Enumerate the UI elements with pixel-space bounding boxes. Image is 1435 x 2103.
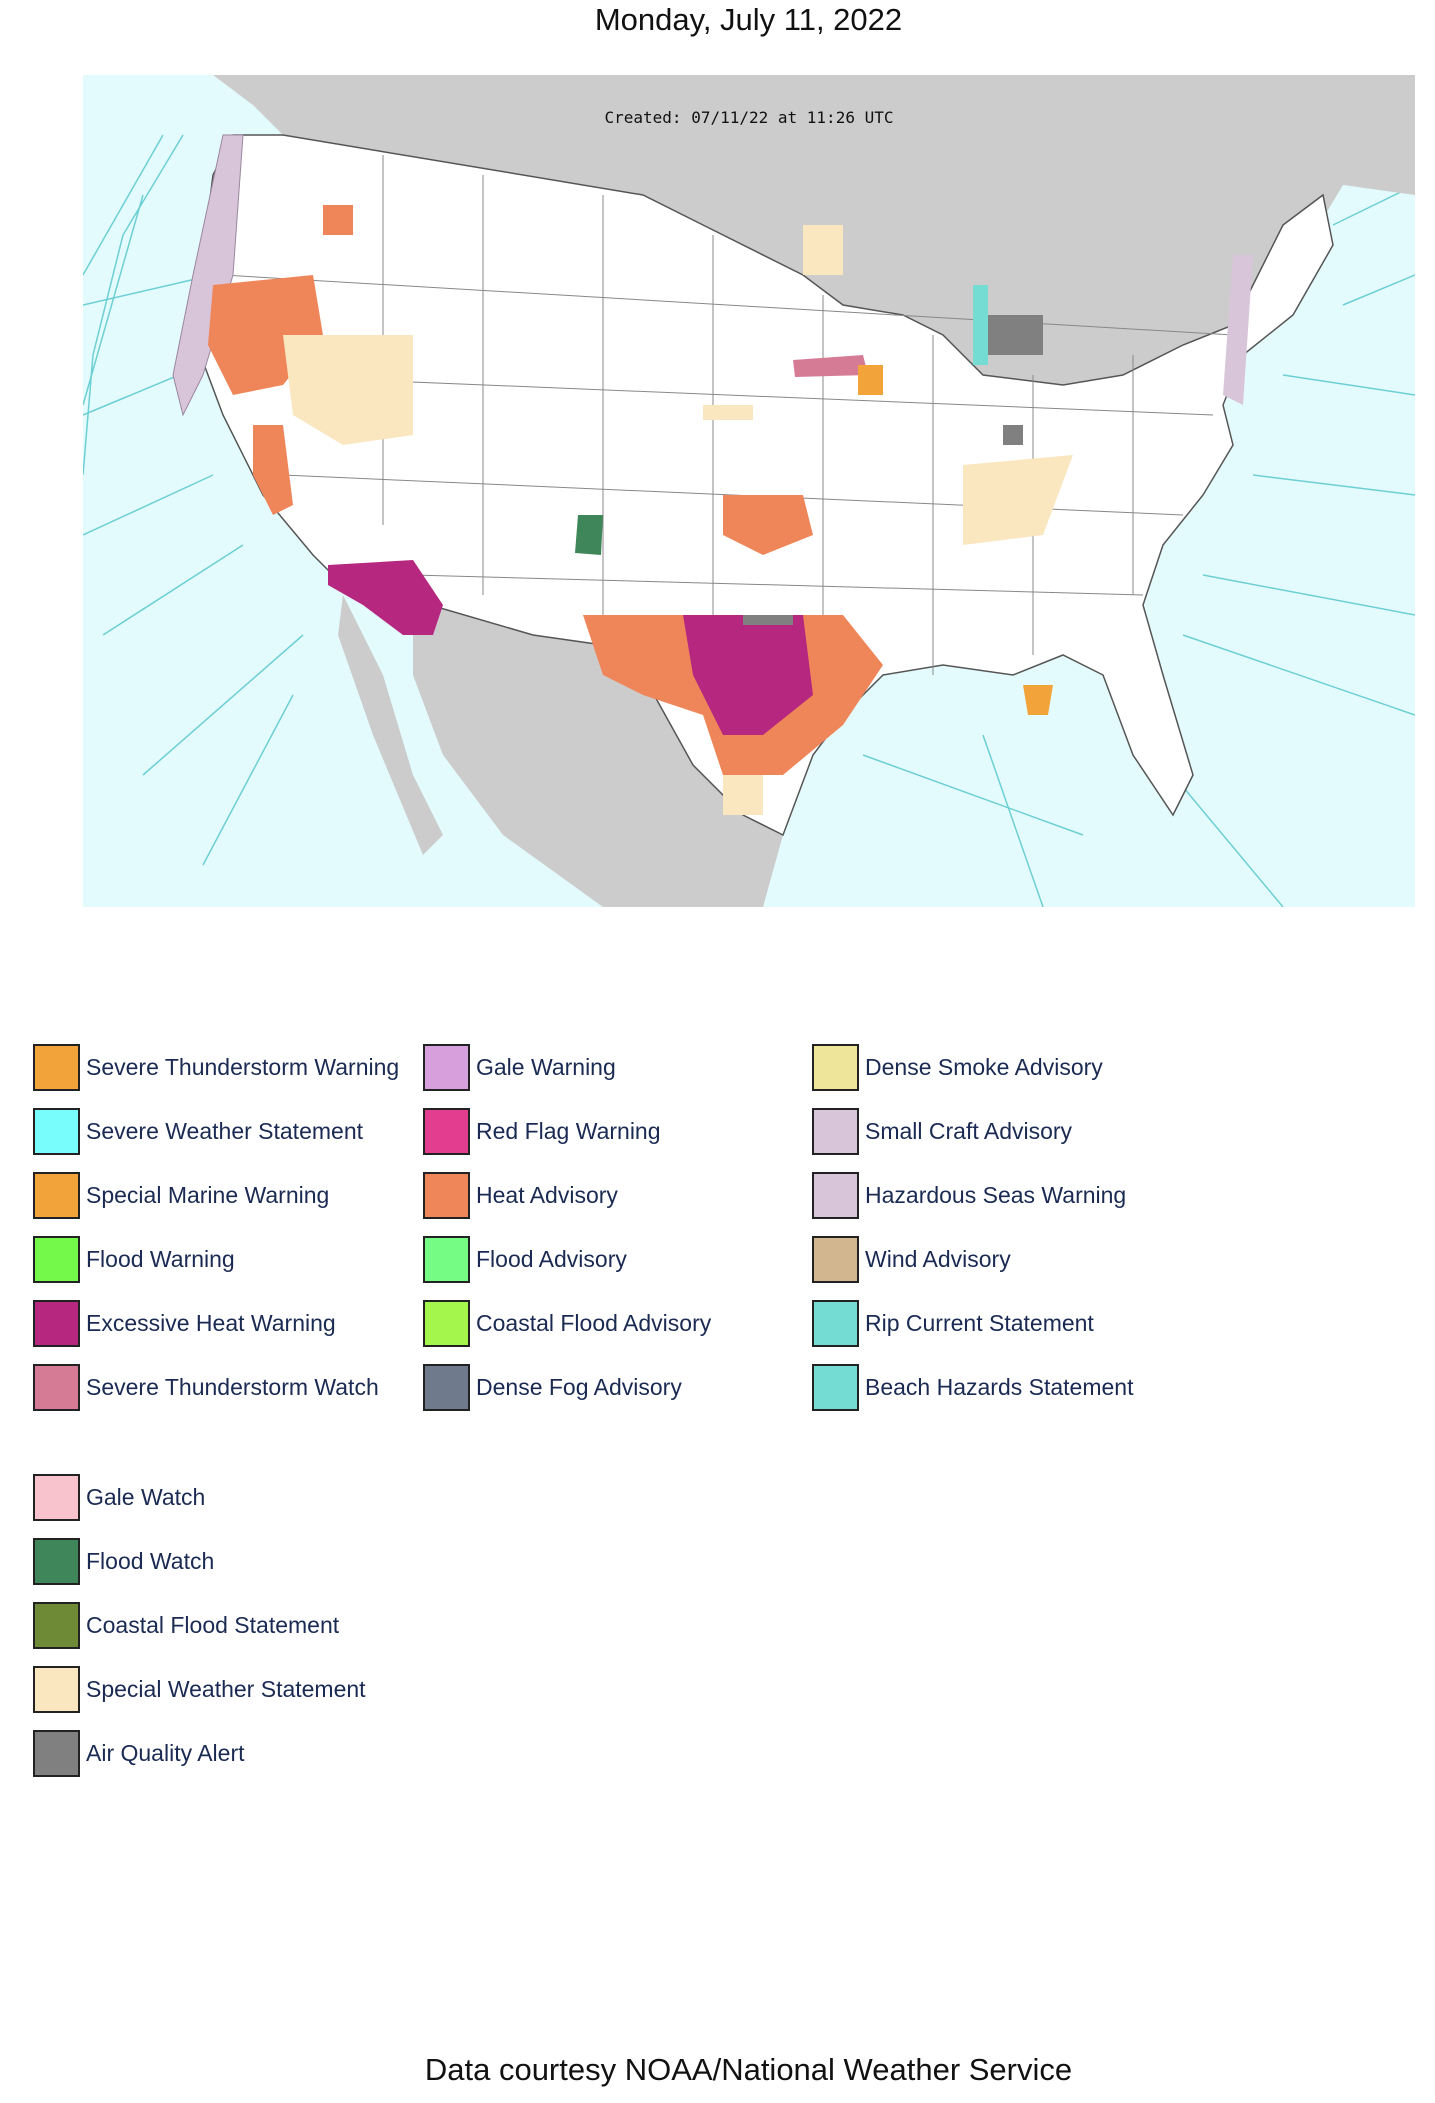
legend-item: Severe Thunderstorm Warning <box>33 1043 399 1091</box>
legend-label: Dense Fog Advisory <box>476 1373 682 1400</box>
legend-label: Hazardous Seas Warning <box>865 1181 1127 1208</box>
legend-label: Gale Warning <box>476 1053 616 1080</box>
legend-item: Excessive Heat Warning <box>33 1299 336 1347</box>
legend-item: Severe Weather Statement <box>33 1107 363 1155</box>
heat-advisory-area-ca <box>253 425 293 515</box>
map-graphic <box>83 75 1415 907</box>
legend-swatch <box>33 1299 80 1347</box>
special-weather-area-mn <box>803 225 843 275</box>
legend-swatch <box>812 1299 859 1347</box>
legend-label: Severe Thunderstorm Watch <box>86 1373 379 1400</box>
legend-item: Flood Watch <box>33 1537 214 1585</box>
created-timestamp: Created: 07/11/22 at 11:26 UTC <box>604 108 894 127</box>
legend-label: Heat Advisory <box>476 1181 618 1208</box>
legend-label: Dense Smoke Advisory <box>865 1053 1103 1080</box>
legend-swatch <box>33 1665 80 1713</box>
legend-swatch <box>423 1043 470 1091</box>
legend-swatch <box>33 1473 80 1521</box>
legend-item: Hazardous Seas Warning <box>812 1171 1126 1219</box>
weather-alert-map: Created: 07/11/22 at 11:26 UTC <box>83 75 1415 907</box>
data-credit: Data courtesy NOAA/National Weather Serv… <box>424 2052 1073 2087</box>
small-craft-area-east <box>1223 255 1253 405</box>
legend-item: Severe Thunderstorm Watch <box>33 1363 379 1411</box>
special-weather-area-nv <box>283 335 413 445</box>
legend-swatch <box>33 1363 80 1411</box>
legend-swatch <box>33 1171 80 1219</box>
legend-swatch <box>33 1107 80 1155</box>
flood-watch-area-nm <box>575 515 603 555</box>
legend-item: Special Weather Statement <box>33 1665 366 1713</box>
air-quality-area-tx-north <box>743 615 793 625</box>
legend-label: Special Marine Warning <box>86 1181 330 1208</box>
excessive-heat-area-az <box>328 560 443 635</box>
legend-label: Flood Warning <box>86 1245 235 1272</box>
air-quality-area-mi <box>983 315 1043 355</box>
legend-swatch <box>423 1363 470 1411</box>
hazardous-seas-area-west <box>172 134 244 417</box>
legend-item: Dense Smoke Advisory <box>812 1043 1103 1091</box>
mexico-land <box>413 600 783 907</box>
baja-land <box>338 595 443 855</box>
legend-item: Heat Advisory <box>423 1171 618 1219</box>
legend-item: Rip Current Statement <box>812 1299 1094 1347</box>
legend-swatch <box>423 1171 470 1219</box>
legend-swatch <box>33 1235 80 1283</box>
excessive-heat-area-tx <box>683 615 813 735</box>
legend-item: Flood Advisory <box>423 1235 627 1283</box>
beach-hazards-area-lake-michigan <box>973 285 988 365</box>
legend-swatch <box>812 1043 859 1091</box>
legend-label: Beach Hazards Statement <box>865 1373 1134 1400</box>
legend-label: Rip Current Statement <box>865 1309 1094 1336</box>
legend-swatch <box>812 1107 859 1155</box>
legend-swatch <box>423 1107 470 1155</box>
legend-item: Gale Watch <box>33 1473 205 1521</box>
legend-label: Air Quality Alert <box>86 1739 245 1766</box>
air-quality-area-oh <box>1003 425 1023 445</box>
special-weather-area-ks <box>703 405 753 420</box>
special-weather-area-tx <box>723 775 763 815</box>
heat-advisory-area-ok <box>723 495 813 555</box>
legend-swatch <box>812 1171 859 1219</box>
page-title: Monday, July 11, 2022 <box>594 2 903 37</box>
legend-swatch <box>423 1235 470 1283</box>
legend-swatch <box>33 1043 80 1091</box>
legend-item: Flood Warning <box>33 1235 235 1283</box>
legend-label: Excessive Heat Warning <box>86 1309 336 1336</box>
legend-item: Beach Hazards Statement <box>812 1363 1133 1411</box>
tstorm-warning-area-ia <box>858 365 883 395</box>
legend-item: Coastal Flood Statement <box>33 1601 339 1649</box>
legend-label: Flood Watch <box>86 1547 215 1574</box>
special-marine-area-fl <box>1023 685 1053 715</box>
legend-label: Severe Thunderstorm Warning <box>86 1053 400 1080</box>
legend-label: Coastal Flood Advisory <box>476 1309 712 1336</box>
legend-item: Air Quality Alert <box>33 1729 245 1777</box>
legend-swatch <box>33 1601 80 1649</box>
legend-label: Special Weather Statement <box>86 1675 366 1702</box>
legend-item: Small Craft Advisory <box>812 1107 1072 1155</box>
legend-label: Red Flag Warning <box>476 1117 661 1144</box>
legend-swatch <box>812 1363 859 1411</box>
special-weather-area-tn <box>963 455 1073 545</box>
legend-item: Gale Warning <box>423 1043 616 1091</box>
legend-label: Small Craft Advisory <box>865 1117 1073 1144</box>
legend-label: Severe Weather Statement <box>86 1117 363 1144</box>
legend-item: Coastal Flood Advisory <box>423 1299 711 1347</box>
legend-label: Gale Watch <box>86 1483 206 1510</box>
legend-label: Flood Advisory <box>476 1245 627 1272</box>
legend-item: Wind Advisory <box>812 1235 1011 1283</box>
tstorm-watch-area-ia <box>793 355 868 377</box>
legend-swatch <box>33 1729 80 1777</box>
legend-item: Special Marine Warning <box>33 1171 329 1219</box>
legend-item: Red Flag Warning <box>423 1107 661 1155</box>
legend-item: Dense Fog Advisory <box>423 1363 682 1411</box>
legend-swatch <box>812 1235 859 1283</box>
legend-swatch <box>423 1299 470 1347</box>
heat-advisory-area-wa <box>323 205 353 235</box>
legend-label: Coastal Flood Statement <box>86 1611 340 1638</box>
legend-label: Wind Advisory <box>865 1245 1011 1272</box>
legend-swatch <box>33 1537 80 1585</box>
